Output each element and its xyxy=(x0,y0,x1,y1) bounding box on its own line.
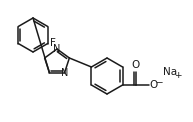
Text: O: O xyxy=(150,80,158,90)
Text: N: N xyxy=(61,67,68,77)
Text: −: − xyxy=(155,77,163,86)
Text: +: + xyxy=(174,71,181,80)
Text: O: O xyxy=(131,60,140,70)
Text: Na: Na xyxy=(163,67,177,77)
Text: N: N xyxy=(53,44,61,54)
Text: F: F xyxy=(50,39,56,49)
